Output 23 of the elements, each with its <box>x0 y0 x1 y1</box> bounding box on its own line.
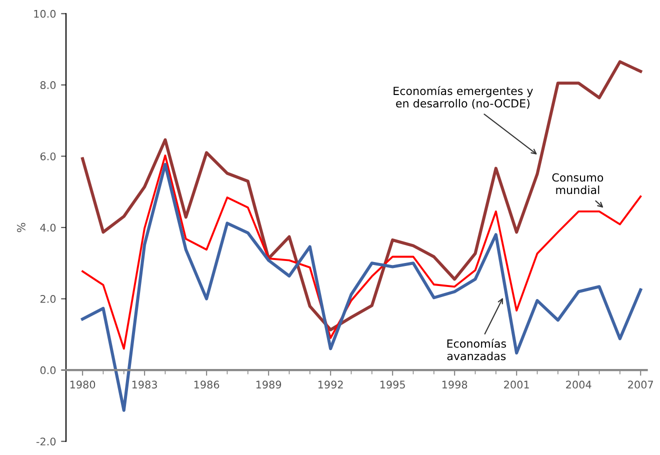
x-tick-label: 2004 <box>566 380 592 389</box>
y-tick-label: 0.0 <box>40 366 56 374</box>
y-tick-label: 10.0 <box>34 10 56 18</box>
y-tick-label: 2.0 <box>40 295 56 303</box>
x-tick-label: 1986 <box>194 380 220 389</box>
y-tick-label: 4.0 <box>40 224 56 232</box>
x-tick-label: 2001 <box>504 380 529 389</box>
annotation: Consumo mundial <box>552 173 604 194</box>
x-tick-label: 1983 <box>132 380 157 389</box>
x-tick-label: 1989 <box>256 380 282 389</box>
x-tick-label: 1995 <box>380 380 405 389</box>
x-tick-label: 1992 <box>318 380 343 389</box>
y-tick-label: -2.0 <box>36 438 56 446</box>
x-tick-label: 2007 <box>628 380 653 389</box>
x-tick-label: 1980 <box>70 380 96 389</box>
annotation: Economías avanzadas <box>447 338 506 360</box>
y-tick-label: 8.0 <box>40 81 56 90</box>
annotation: Economías emergentes y en desarrollo (no-OCDE) <box>394 86 533 109</box>
line-series <box>82 154 642 350</box>
line-series <box>81 60 642 332</box>
x-tick-label: 1998 <box>442 380 468 389</box>
y-tick-label: 6.0 <box>40 152 56 160</box>
y-axis-title: % <box>16 222 26 232</box>
